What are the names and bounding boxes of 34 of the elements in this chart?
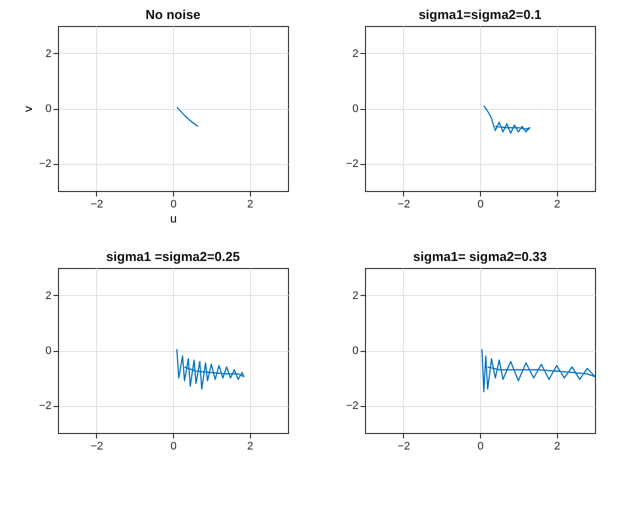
x-axis-title: u (170, 212, 177, 226)
x-tick-label: 2 (247, 440, 254, 452)
y-tick-label: 0 (45, 345, 52, 357)
x-tick-label: −2 (90, 440, 104, 452)
y-tick-label: 0 (45, 103, 52, 115)
y-tick-label: 0 (352, 103, 358, 115)
x-tick-label: −2 (90, 198, 104, 210)
y-tick-label: 2 (352, 48, 358, 60)
x-tick-label: 2 (554, 198, 560, 210)
y-tick-label: −2 (38, 158, 52, 170)
x-tick-label: 2 (247, 198, 254, 210)
line-series (176, 348, 245, 390)
line-series (176, 106, 199, 127)
chart-title: sigma1=sigma2=0.1 (418, 7, 542, 22)
y-tick-label: −2 (346, 158, 358, 170)
y-tick-label: 0 (352, 345, 358, 357)
x-tick-label: −2 (398, 198, 410, 210)
y-axis-title: v (20, 106, 35, 112)
chart-title: No noise (146, 7, 200, 22)
x-tick-label: −2 (398, 440, 410, 452)
y-tick-label: 2 (352, 290, 358, 302)
y-tick-label: −2 (38, 400, 52, 412)
x-tick-label: 0 (477, 198, 484, 210)
y-tick-label: 2 (45, 48, 52, 60)
chart-title: sigma1 =sigma2=0.25 (106, 249, 240, 264)
chart-title: sigma1= sigma2=0.33 (413, 249, 547, 264)
x-tick-label: 0 (477, 440, 484, 452)
y-tick-label: 2 (45, 290, 52, 302)
y-tick-label: −2 (346, 400, 358, 412)
x-tick-label: 0 (170, 440, 177, 452)
x-tick-label: 0 (170, 198, 177, 210)
line-series (483, 105, 530, 134)
x-tick-label: 2 (554, 440, 560, 452)
line-series (481, 348, 595, 392)
